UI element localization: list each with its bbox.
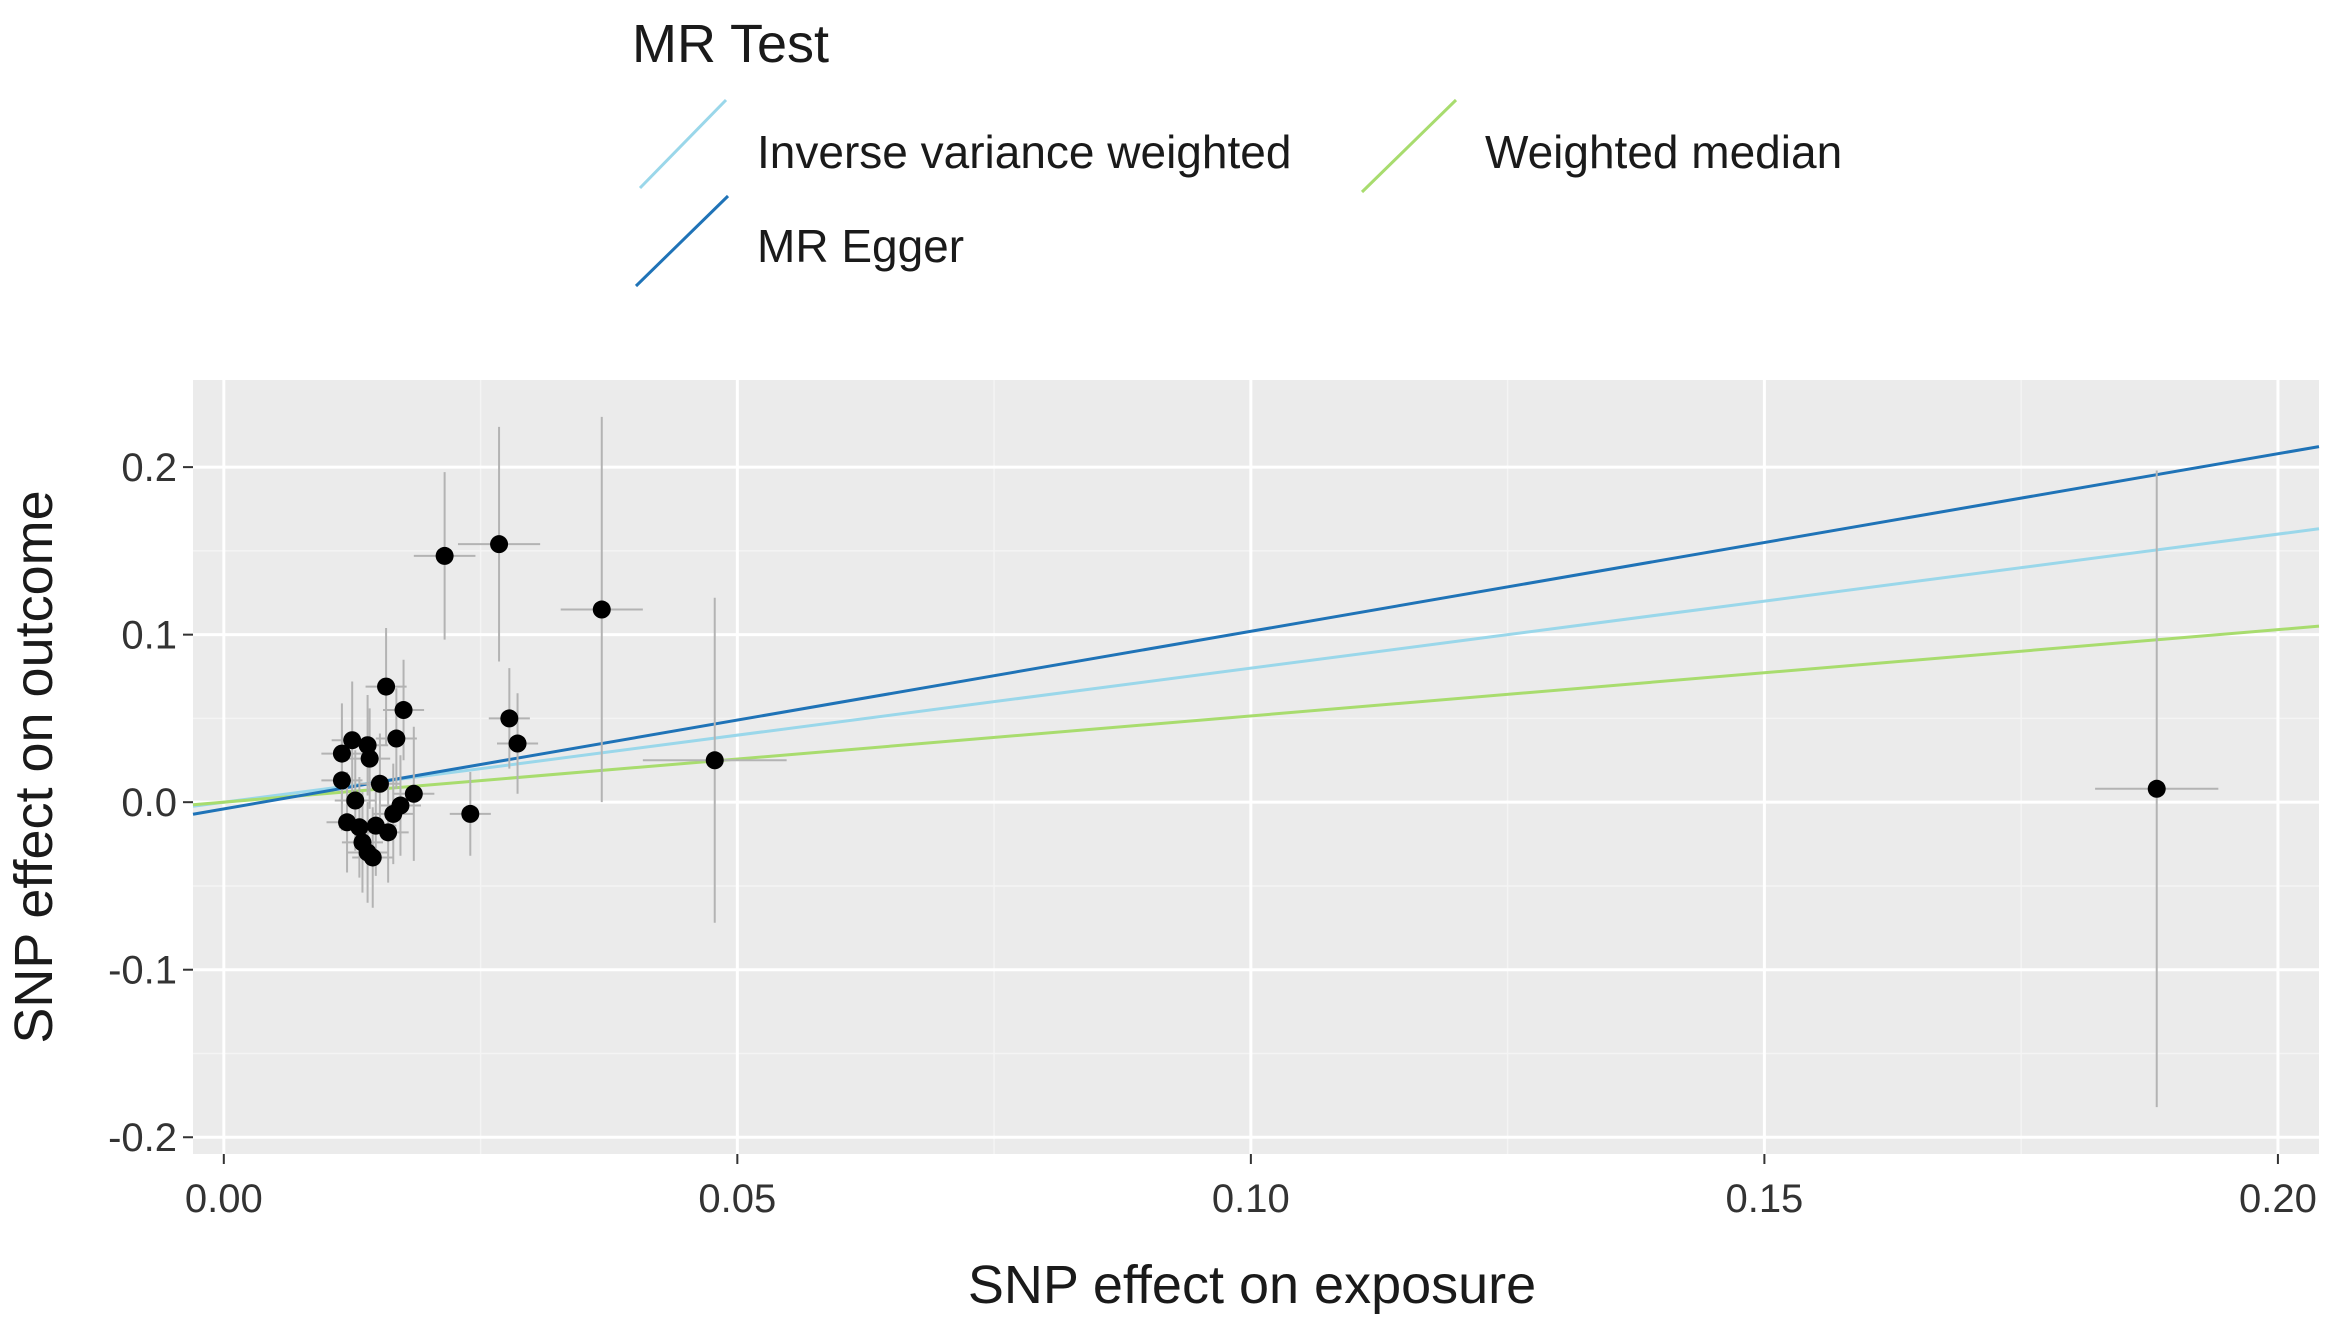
x-tick-label: 0.05 <box>698 1177 776 1221</box>
fit-lines <box>192 445 2320 816</box>
snp-point <box>332 771 351 790</box>
snp-point <box>377 677 396 696</box>
fit-line-inverse-variance-weighted <box>192 527 2320 808</box>
snp-point <box>391 796 410 815</box>
grid <box>193 380 2319 1154</box>
snp-point <box>387 729 406 748</box>
snp-point <box>705 751 724 770</box>
snp-point <box>332 744 351 763</box>
snp-point <box>435 546 454 565</box>
x-axis-title: SNP effect on exposure <box>968 1255 1536 1315</box>
snp-point <box>346 791 365 810</box>
snp-point <box>343 731 362 750</box>
plot-panel <box>193 380 2319 1154</box>
legend: MR Test Inverse variance weighted Weight… <box>632 14 1842 288</box>
y-tick-label: 0.1 <box>121 614 177 658</box>
snp-point <box>500 709 519 728</box>
data-points <box>332 535 2166 867</box>
y-tick-label: 0.0 <box>121 781 177 825</box>
snp-point <box>363 848 382 867</box>
y-tick-label: 0.2 <box>121 446 177 490</box>
fit-line-weighted-median <box>192 624 2320 807</box>
x-tick-label: 0.15 <box>1725 1177 1803 1221</box>
y-axis-title: SNP effect on outcome <box>4 490 64 1043</box>
snp-point <box>379 823 398 842</box>
x-tick-label: 0.20 <box>2239 1177 2317 1221</box>
snp-point <box>508 734 527 753</box>
legend-key-ivw <box>638 98 728 190</box>
legend-key-weighted-median <box>1360 98 1458 194</box>
snp-point <box>350 818 369 837</box>
x-tick-label: 0.10 <box>1212 1177 1290 1221</box>
snp-point <box>490 535 509 554</box>
y-axis: -0.2 -0.1 0.0 0.1 0.2 <box>108 446 193 1160</box>
snp-point <box>358 736 377 755</box>
snp-point <box>394 701 413 720</box>
snp-point <box>404 784 423 803</box>
y-tick-label: -0.2 <box>108 1116 177 1160</box>
legend-title: MR Test <box>632 14 829 74</box>
y-tick-label: -0.1 <box>108 949 177 993</box>
snp-point <box>360 749 379 768</box>
legend-key-mr-egger <box>634 194 730 288</box>
legend-label-weighted-median: Weighted median <box>1485 126 1842 178</box>
x-axis: 0.00 0.05 0.10 0.15 0.20 <box>185 1154 2317 1221</box>
snp-point <box>592 600 611 619</box>
snp-point <box>370 774 389 793</box>
legend-label-ivw: Inverse variance weighted <box>757 126 1291 178</box>
legend-label-mr-egger: MR Egger <box>757 220 964 272</box>
snp-point <box>461 804 480 823</box>
fit-line-mr-egger <box>192 445 2320 816</box>
snp-point <box>2147 779 2166 798</box>
x-tick-label: 0.00 <box>185 1177 263 1221</box>
